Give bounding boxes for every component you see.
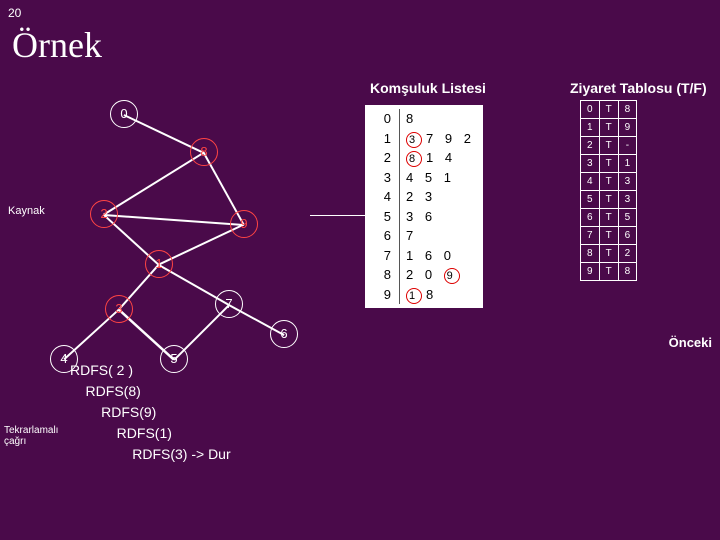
page-title: Örnek <box>12 24 102 66</box>
adj-row: 71 6 0 <box>373 246 475 266</box>
adjacency-label: Komşuluk Listesi <box>370 80 486 96</box>
graph-node-6: 6 <box>270 320 298 348</box>
visit-row: 2T- <box>581 137 637 155</box>
visit-row: 4T3 <box>581 173 637 191</box>
visit-row: 3T1 <box>581 155 637 173</box>
adj-row: 08 <box>373 109 475 129</box>
graph-node-8: 8 <box>190 138 218 166</box>
visit-row: 6T5 <box>581 209 637 227</box>
adjacency-list: 08 137 9 2 281 4 34 5 1 42 3 53 6 67 71 … <box>365 105 483 308</box>
adj-row: 918 <box>373 285 475 305</box>
visit-row: 5T3 <box>581 191 637 209</box>
graph-node-1: 1 <box>145 250 173 278</box>
slide-number: 20 <box>8 6 21 20</box>
visit-row: 9T8 <box>581 263 637 281</box>
pointer-arrow <box>310 215 365 216</box>
recursion-trace: RDFS( 2 ) RDFS(8) RDFS(9) RDFS(1) RDFS(3… <box>70 360 231 465</box>
graph-node-7: 7 <box>215 290 243 318</box>
visit-table: 0T81T92T-3T14T35T36T57T68T29T8 <box>580 100 637 281</box>
adj-row: 53 6 <box>373 207 475 227</box>
adj-row: 82 0 9 <box>373 265 475 285</box>
visit-row: 8T2 <box>581 245 637 263</box>
graph-node-9: 9 <box>230 210 258 238</box>
kaynak-label: Kaynak <box>8 205 45 217</box>
visit-row: 0T8 <box>581 101 637 119</box>
adj-row: 67 <box>373 226 475 246</box>
adj-row: 34 5 1 <box>373 168 475 188</box>
graph-node-0: 0 <box>110 100 138 128</box>
visit-row: 1T9 <box>581 119 637 137</box>
graph-diagram: 0829137456 <box>50 100 330 360</box>
adj-row: 137 9 2 <box>373 129 475 149</box>
tekrar-label: Tekrarlamalı çağrı <box>4 425 58 447</box>
onceki-label: Önceki <box>669 335 712 350</box>
graph-node-3: 3 <box>105 295 133 323</box>
adj-row: 281 4 <box>373 148 475 168</box>
visit-label: Ziyaret Tablosu (T/F) <box>570 80 707 96</box>
adj-row: 42 3 <box>373 187 475 207</box>
visit-row: 7T6 <box>581 227 637 245</box>
graph-node-2: 2 <box>90 200 118 228</box>
